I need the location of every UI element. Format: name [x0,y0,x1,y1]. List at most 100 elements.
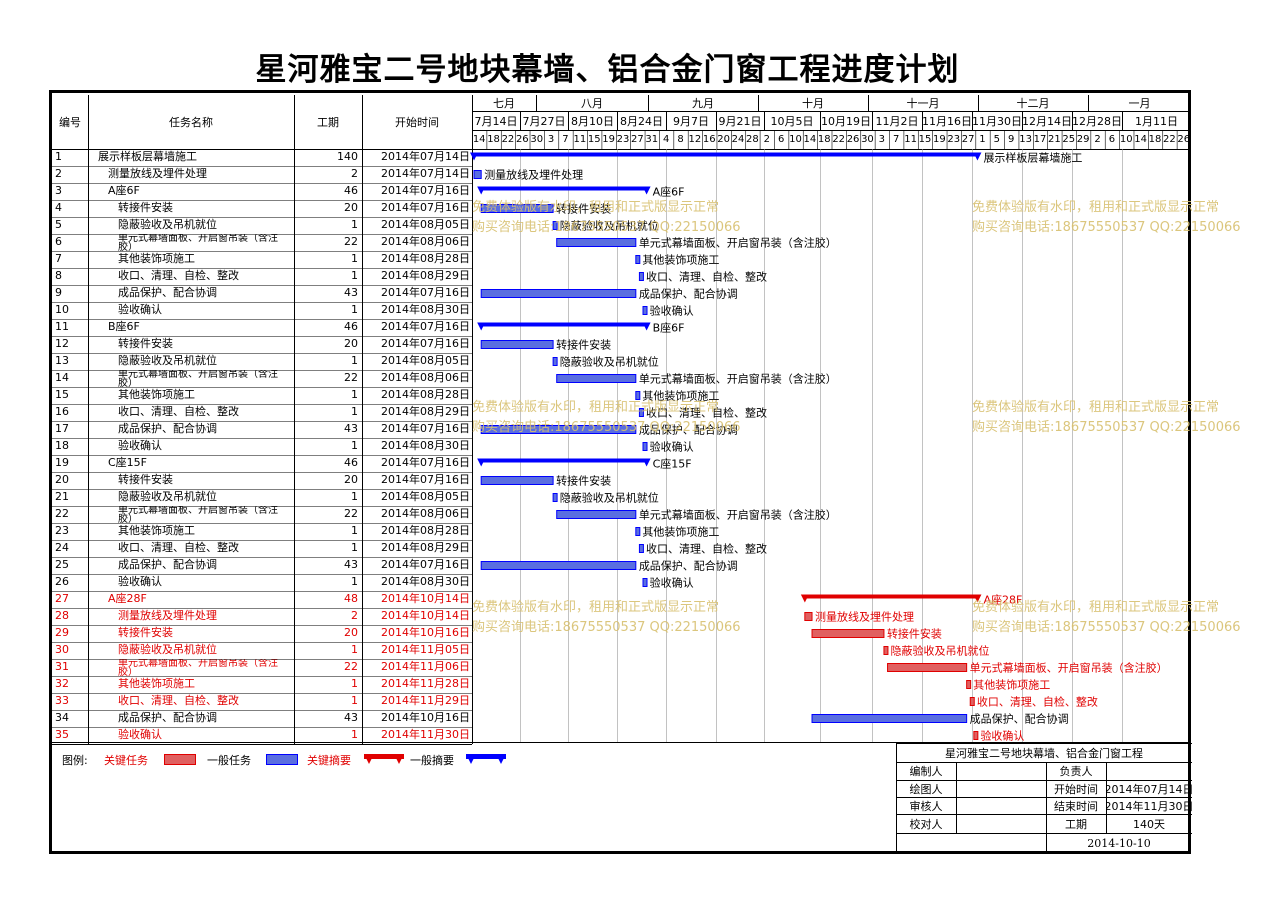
task-start: 2014年11月05日 [381,643,470,656]
task-start: 2014年07月16日 [381,422,470,435]
task-start: 2014年07月14日 [381,150,470,163]
task-name[interactable]: 隐蔽验收及吊机就位 [118,490,217,503]
day-label: 9 [1008,134,1015,145]
task-name[interactable]: 测量放线及埋件处理 [108,167,207,180]
day-label: 15 [587,134,601,145]
task-bar [480,476,554,485]
col-header-start: 开始时间 [395,116,439,129]
task-bar-label: 其他装饰项施工 [642,525,719,539]
task-duration: 20 [344,473,358,486]
task-id: 28 [55,609,69,622]
duration-value: 140天 [1133,817,1165,831]
summary-end-marker [973,152,982,161]
task-name[interactable]: 收口、清理、自检、整改 [118,405,239,418]
task-name[interactable]: 单元式幕墙面板、开启窗吊装（含注胶） [118,370,278,387]
task-name[interactable]: 成品保护、配合协调 [118,711,217,724]
task-id: 19 [55,456,69,469]
task-name[interactable]: 转接件安装 [118,337,173,350]
day-label: 6 [777,134,785,145]
task-bar [635,527,641,536]
task-duration: 20 [344,201,358,214]
task-name[interactable]: 转接件安装 [118,201,173,214]
task-duration: 1 [351,405,358,418]
task-start: 2014年08月28日 [381,388,470,401]
task-name[interactable]: 其他装饰项施工 [118,252,195,265]
task-name[interactable]: 展示样板层幕墙施工 [98,150,197,163]
task-name[interactable]: A座6F [108,184,140,197]
day-label: 3 [547,134,555,145]
task-id: 32 [55,677,69,690]
task-id: 11 [55,320,69,333]
task-duration: 48 [344,592,358,605]
legend-normal-task-swatch [266,754,298,765]
task-start: 2014年07月16日 [381,286,470,299]
task-name[interactable]: 验收确认 [118,303,162,316]
day-label: 30 [861,134,874,145]
task-name[interactable]: C座15F [108,456,148,469]
task-name[interactable]: 成品保护、配合协调 [118,558,217,571]
day-label: 10 [1119,134,1133,145]
task-start: 2014年11月06日 [381,660,470,673]
task-name[interactable]: 收口、清理、自检、整改 [118,269,239,282]
task-name[interactable]: 收口、清理、自检、整改 [118,694,239,707]
day-label: 2 [1094,134,1101,145]
summary-start-marker [470,152,478,161]
task-bar-label: 隐蔽验收及吊机就位 [560,355,659,369]
task-name[interactable]: 转接件安装 [118,626,173,639]
task-name[interactable]: 转接件安装 [118,473,173,486]
day-label: 28 [746,134,759,145]
task-id: 15 [55,388,69,401]
task-bar-label: 收口、清理、自检、整改 [977,695,1098,709]
summary-end-marker [973,594,982,603]
task-name[interactable]: 隐蔽验收及吊机就位 [118,643,217,656]
task-duration: 1 [351,694,358,707]
day-label: 11 [573,134,587,145]
week-label: 11月16日 [922,114,972,128]
task-id: 35 [55,728,69,741]
legend-critical-summary-swatch [364,754,404,766]
task-id: 3 [55,184,62,197]
task-bar-label: 单元式幕墙面板、开启窗吊装（含注胶） [639,508,837,522]
task-name[interactable]: 成品保护、配合协调 [118,286,217,299]
week-label: 1月11日 [1135,114,1178,128]
task-bar-label: 展示样板层幕墙施工 [983,151,1082,165]
task-bar-label: 单元式幕墙面板、开启窗吊装（含注胶） [639,236,837,250]
task-name[interactable]: 验收确认 [118,728,162,741]
task-id: 25 [55,558,69,571]
task-name[interactable]: 验收确认 [118,439,162,452]
task-id: 4 [55,201,62,214]
task-name[interactable]: 隐蔽验收及吊机就位 [118,354,217,367]
task-name[interactable]: 单元式幕墙面板、开启窗吊装（含注胶） [118,659,278,676]
month-label: 一月 [1128,97,1151,110]
task-name[interactable]: 单元式幕墙面板、开启窗吊装（含注胶） [118,506,278,523]
task-start: 2014年07月16日 [381,320,470,333]
task-id: 6 [55,235,62,248]
task-name[interactable]: A座28F [108,592,147,605]
task-bar-label: 测量放线及埋件处理 [484,168,583,182]
task-bar [973,731,979,740]
task-bar-label: 转接件安装 [556,338,611,352]
summary-end-marker [642,186,651,195]
task-id: 5 [55,218,62,231]
task-name[interactable]: 成品保护、配合协调 [118,422,217,435]
task-bar-label: 成品保护、配合协调 [639,287,738,301]
task-name[interactable]: 验收确认 [118,575,162,588]
task-name[interactable]: 其他装饰项施工 [118,524,195,537]
task-name[interactable]: 测量放线及埋件处理 [118,609,217,622]
week-label: 10月5日 [770,114,814,128]
task-name[interactable]: 隐蔽验收及吊机就位 [118,218,217,231]
task-name[interactable]: 单元式幕墙面板、开启窗吊装（含注胶） [118,234,278,251]
summary-end-marker [642,322,651,331]
task-name[interactable]: 收口、清理、自检、整改 [118,541,239,554]
task-duration: 1 [351,524,358,537]
task-duration: 140 [337,150,358,163]
watermark: 免费体验版有水印，租用和正式版显示正常 购买咨询电话:18675550537 QQ… [472,600,741,635]
task-name[interactable]: B座6F [108,320,140,333]
task-name[interactable]: 其他装饰项施工 [118,677,195,690]
task-start: 2014年07月16日 [381,456,470,469]
day-label: 2 [763,134,770,145]
watermark: 免费体验版有水印，租用和正式版显示正常 购买咨询电话:18675550537 QQ… [972,600,1241,635]
task-name[interactable]: 其他装饰项施工 [118,388,195,401]
task-start: 2014年08月28日 [381,524,470,537]
task-bar-label: 其他装饰项施工 [642,389,719,403]
